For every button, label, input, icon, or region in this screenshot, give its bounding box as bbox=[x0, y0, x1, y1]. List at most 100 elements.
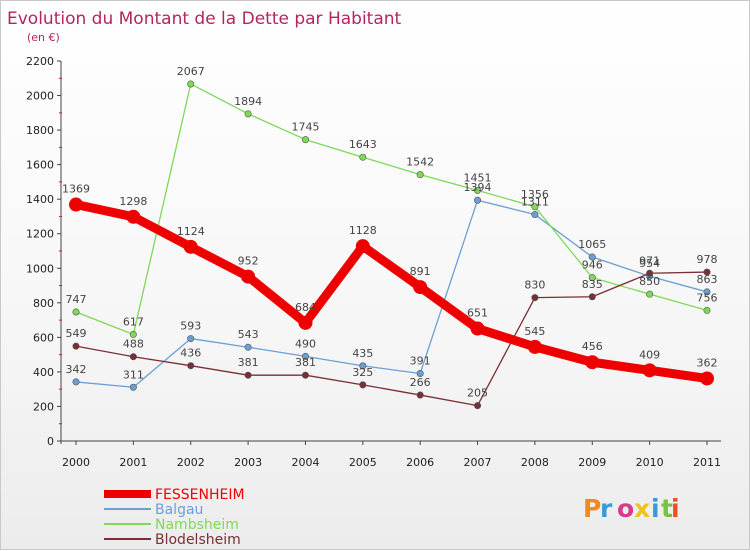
data-point-nambsheim bbox=[244, 110, 252, 118]
legend-label-blodelsheim: Blodelsheim bbox=[155, 532, 241, 548]
x-tick-label: 2006 bbox=[406, 456, 434, 469]
data-point-fessenheim bbox=[413, 280, 428, 295]
data-label-balgau: 311 bbox=[123, 368, 144, 381]
data-label-fessenheim: 684 bbox=[295, 301, 316, 314]
data-point-blodelsheim bbox=[531, 294, 539, 302]
data-point-nambsheim bbox=[187, 80, 195, 88]
x-tick-label: 2011 bbox=[693, 456, 721, 469]
data-point-fessenheim bbox=[69, 197, 83, 212]
data-point-nambsheim bbox=[359, 153, 367, 161]
data-label-fessenheim: 545 bbox=[524, 325, 545, 338]
brand-letter: i bbox=[671, 494, 680, 523]
data-point-blodelsheim bbox=[187, 362, 195, 370]
legend-label-fessenheim: FESSENHEIM bbox=[155, 487, 245, 503]
x-tick-label: 2008 bbox=[521, 456, 549, 469]
y-tick-label: 600 bbox=[33, 331, 54, 344]
data-label-blodelsheim: 325 bbox=[352, 366, 373, 379]
data-label-fessenheim: 1124 bbox=[177, 225, 205, 238]
data-label-nambsheim: 850 bbox=[639, 275, 660, 288]
x-tick-label: 2002 bbox=[177, 456, 205, 469]
data-point-nambsheim bbox=[531, 203, 539, 211]
chart-title: Evolution du Montant de la Dette par Hab… bbox=[7, 9, 402, 29]
x-tick-label: 2010 bbox=[636, 456, 664, 469]
data-point-balgau bbox=[129, 383, 137, 391]
data-label-balgau: 490 bbox=[295, 337, 316, 350]
y-tick-label: 0 bbox=[47, 435, 54, 448]
data-label-nambsheim: 1894 bbox=[234, 95, 262, 108]
unit-label: (en €) bbox=[27, 31, 60, 44]
data-point-fessenheim bbox=[126, 209, 141, 224]
data-point-balgau bbox=[703, 288, 711, 296]
data-point-blodelsheim bbox=[301, 371, 309, 379]
data-label-blodelsheim: 835 bbox=[582, 278, 603, 291]
y-tick-label: 2000 bbox=[26, 90, 54, 103]
data-point-nambsheim bbox=[703, 306, 711, 314]
data-label-balgau: 863 bbox=[697, 273, 718, 286]
series-line-nambsheim bbox=[75, 83, 708, 336]
data-labels: 342 311 593 543 490 435 391 1394 1311 1065 954 863 7… bbox=[62, 65, 718, 400]
series-layer bbox=[69, 80, 714, 410]
x-tick-label: 2003 bbox=[234, 456, 262, 469]
brand-letter: t bbox=[661, 494, 673, 523]
data-label-nambsheim: 946 bbox=[582, 259, 603, 272]
y-tick-label: 1800 bbox=[26, 124, 54, 137]
brand-letter: o bbox=[617, 494, 634, 523]
data-point-fessenheim bbox=[470, 321, 485, 336]
series-line-balgau bbox=[75, 199, 708, 388]
data-label-nambsheim: 617 bbox=[123, 315, 144, 328]
data-point-balgau bbox=[474, 196, 482, 204]
y-tick-label: 2200 bbox=[26, 55, 54, 68]
data-label-nambsheim: 2067 bbox=[177, 65, 205, 78]
data-point-balgau bbox=[359, 362, 367, 370]
data-point-blodelsheim bbox=[474, 402, 482, 410]
data-label-blodelsheim: 266 bbox=[410, 376, 431, 389]
data-point-blodelsheim bbox=[72, 342, 80, 350]
data-label-nambsheim: 1451 bbox=[464, 171, 492, 184]
data-label-nambsheim: 1745 bbox=[291, 121, 319, 134]
data-point-nambsheim bbox=[129, 330, 137, 338]
data-point-blodelsheim bbox=[244, 371, 252, 379]
y-tick-label: 200 bbox=[33, 400, 54, 413]
data-point-fessenheim bbox=[355, 239, 370, 254]
legend-label-balgau: Balgau bbox=[155, 502, 203, 518]
data-point-balgau bbox=[301, 352, 309, 360]
axes: 0 200 400 600 800 1000 1200 1400 1600 1800 2000 220… bbox=[26, 55, 721, 469]
data-label-fessenheim: 952 bbox=[238, 255, 259, 268]
y-tick-label: 1600 bbox=[26, 159, 54, 172]
data-label-nambsheim: 747 bbox=[66, 293, 87, 306]
data-label-blodelsheim: 381 bbox=[295, 356, 316, 369]
data-point-fessenheim bbox=[527, 339, 542, 354]
y-tick-label: 1400 bbox=[26, 193, 54, 206]
brand-letter: x bbox=[634, 494, 650, 523]
data-label-balgau: 1311 bbox=[521, 196, 549, 209]
data-label-fessenheim: 1369 bbox=[62, 183, 90, 196]
data-label-fessenheim: 651 bbox=[467, 307, 488, 320]
data-point-fessenheim bbox=[700, 371, 714, 386]
brand-letter: r bbox=[600, 494, 613, 523]
data-label-blodelsheim: 381 bbox=[238, 356, 259, 369]
brand-letter: i bbox=[651, 494, 660, 523]
data-point-blodelsheim bbox=[129, 353, 137, 361]
data-label-balgau: 435 bbox=[352, 347, 373, 360]
data-point-nambsheim bbox=[72, 308, 80, 316]
y-tick-label: 800 bbox=[33, 297, 54, 310]
data-point-blodelsheim bbox=[359, 381, 367, 389]
data-label-fessenheim: 456 bbox=[582, 340, 603, 353]
data-point-fessenheim bbox=[298, 315, 313, 330]
data-label-balgau: 543 bbox=[238, 328, 259, 341]
data-point-balgau bbox=[416, 369, 424, 377]
data-point-nambsheim bbox=[416, 171, 424, 179]
data-point-balgau bbox=[531, 211, 539, 219]
data-label-balgau: 954 bbox=[639, 257, 660, 270]
data-point-balgau bbox=[244, 343, 252, 351]
data-point-blodelsheim bbox=[703, 268, 711, 276]
legend-label-nambsheim: Nambsheim bbox=[155, 517, 239, 533]
data-point-fessenheim bbox=[585, 355, 600, 370]
x-tick-label: 2005 bbox=[349, 456, 377, 469]
y-tick-label: 400 bbox=[33, 366, 54, 379]
data-label-blodelsheim: 488 bbox=[123, 338, 144, 351]
data-label-blodelsheim: 436 bbox=[180, 347, 201, 360]
